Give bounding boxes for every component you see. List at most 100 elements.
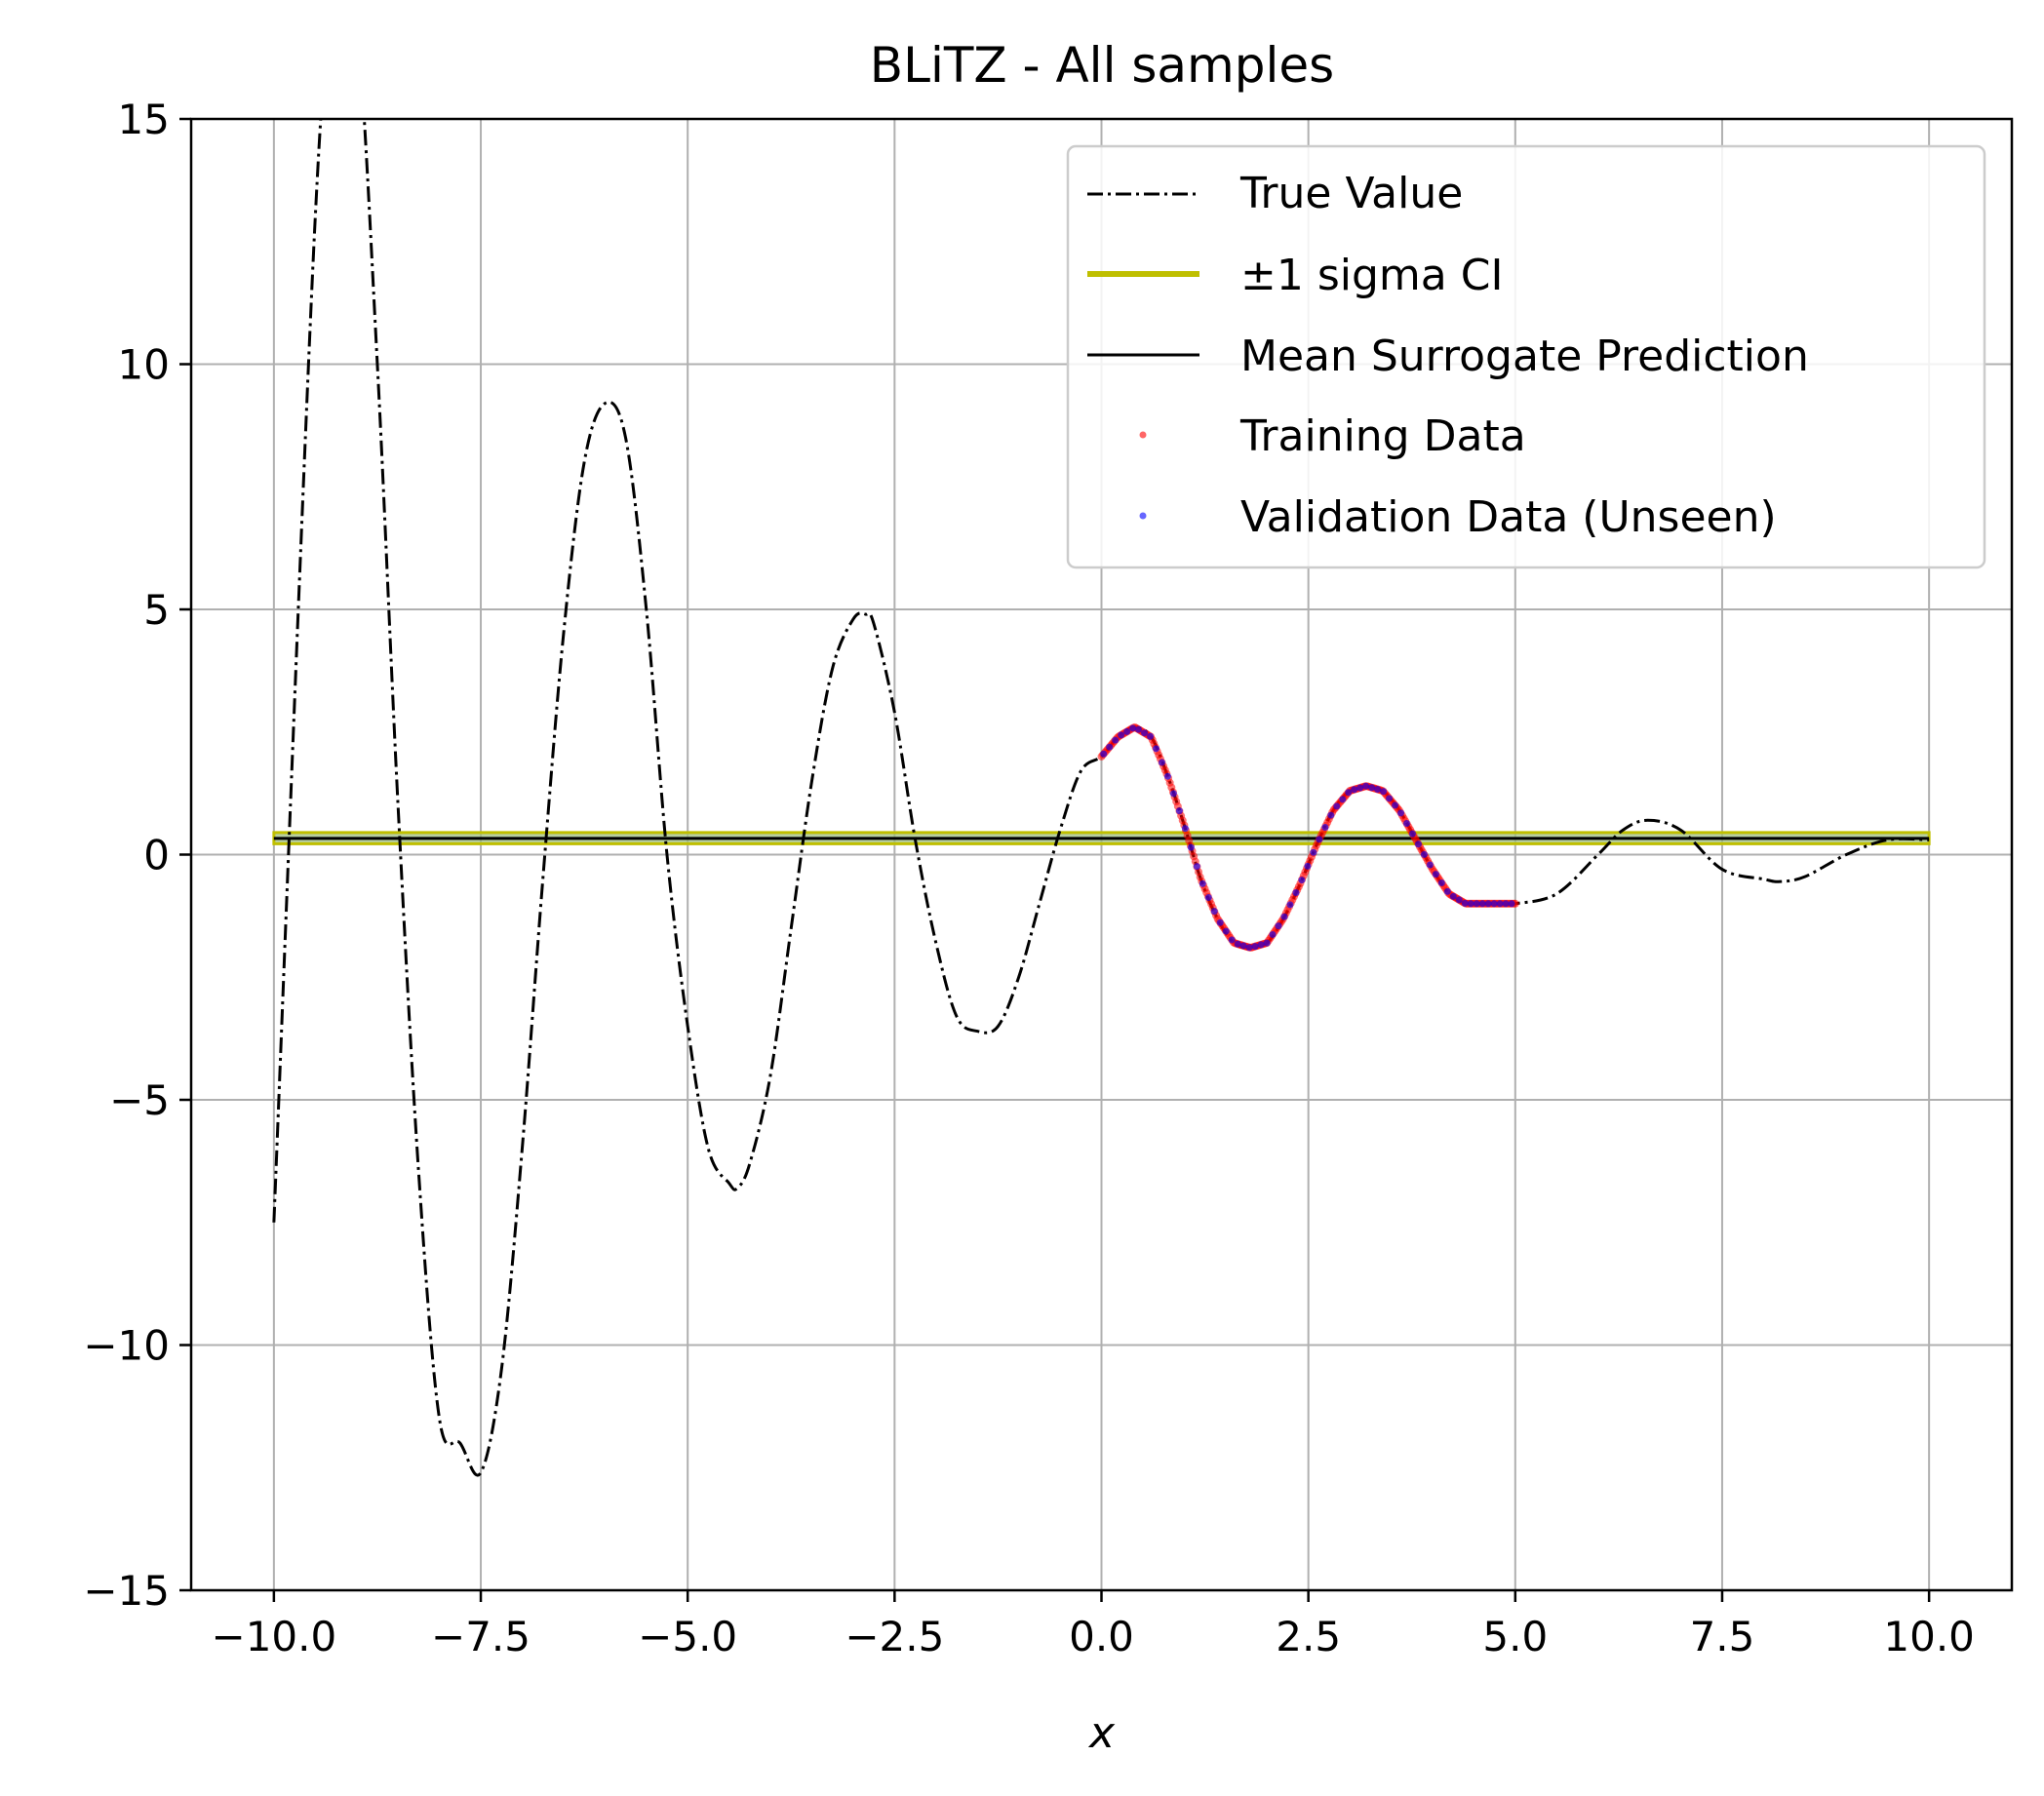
legend-label-ci: ±1 sigma CI	[1240, 251, 1503, 300]
y-tick-label: −15	[83, 1567, 170, 1615]
validation-point	[1118, 731, 1125, 739]
validation-point	[1356, 784, 1364, 792]
legend: True Value ±1 sigma CI Mean Surrogate Pr…	[1066, 144, 1986, 569]
y-tick-label: −10	[83, 1322, 170, 1370]
x-tick-label: −5.0	[638, 1613, 737, 1660]
validation-point	[1437, 878, 1445, 886]
validation-point	[1152, 745, 1160, 753]
validation-point	[1420, 850, 1428, 858]
validation-point	[1100, 750, 1108, 758]
validation-point	[1286, 901, 1294, 909]
y-tick-label: 0	[143, 832, 170, 879]
validation-point	[1402, 820, 1410, 828]
validation-point	[1502, 900, 1510, 908]
validation-point	[1163, 772, 1171, 780]
validation-point	[1123, 727, 1131, 735]
validation-point	[1461, 899, 1469, 907]
validation-point	[1245, 944, 1253, 952]
validation-point	[1484, 900, 1492, 908]
validation-point	[1508, 900, 1515, 908]
validation-point	[1158, 759, 1165, 766]
validation-point	[1298, 877, 1306, 884]
validation-point	[1455, 896, 1463, 904]
validation-point	[1181, 825, 1189, 833]
validation-point	[1449, 892, 1457, 900]
validation-point	[1490, 900, 1498, 908]
validation-point	[1275, 922, 1282, 930]
validation-point	[1106, 743, 1114, 751]
validation-point	[1304, 862, 1312, 870]
validation-point	[1321, 823, 1329, 831]
validation-point	[1175, 807, 1183, 815]
x-tick-label: −7.5	[431, 1613, 531, 1660]
x-tick-label: 7.5	[1690, 1613, 1755, 1660]
validation-point	[1496, 900, 1504, 908]
validation-point	[1473, 900, 1480, 908]
validation-point	[1216, 918, 1224, 926]
validation-point	[1292, 888, 1300, 896]
y-tick-label: 5	[143, 586, 170, 634]
validation-point	[1280, 913, 1288, 920]
legend-label-true-value: True Value	[1239, 169, 1463, 218]
validation-point	[1362, 782, 1370, 790]
legend-box	[1066, 144, 1986, 569]
validation-point	[1129, 724, 1137, 732]
x-tick-label: 2.5	[1276, 1613, 1341, 1660]
validation-point	[1368, 784, 1376, 792]
validation-point	[1169, 790, 1177, 798]
validation-point	[1234, 940, 1241, 948]
y-axis-ticks: −15 −10 −5 0 5 10 15	[83, 96, 191, 1615]
validation-point	[1210, 908, 1218, 916]
validation-point	[1147, 732, 1155, 740]
validation-point	[1408, 830, 1416, 838]
validation-point	[1239, 942, 1247, 950]
validation-point	[1193, 863, 1200, 871]
x-axis-ticks: −10.0 −7.5 −5.0 −2.5 0.0 2.5 5.0 7.5 10.0	[212, 1590, 1975, 1660]
legend-swatch-validation	[1139, 512, 1147, 520]
validation-point	[1251, 943, 1259, 951]
validation-point	[1187, 843, 1195, 851]
validation-point	[1380, 788, 1388, 796]
validation-point	[1414, 840, 1422, 848]
x-tick-label: −10.0	[212, 1613, 337, 1660]
series-lines	[272, 119, 1930, 1477]
validation-point	[1478, 900, 1486, 908]
x-tick-label: 0.0	[1069, 1613, 1134, 1660]
validation-point	[1351, 786, 1358, 794]
validation-point	[1310, 848, 1317, 856]
validation-point	[1374, 785, 1382, 793]
validation-point	[1397, 809, 1405, 817]
y-tick-label: 10	[118, 341, 170, 389]
validation-point	[1386, 795, 1394, 802]
legend-swatch-training	[1139, 431, 1147, 439]
y-tick-label: 15	[118, 96, 170, 143]
validation-point	[1467, 900, 1474, 908]
validation-point	[1204, 893, 1212, 901]
validation-point	[1432, 871, 1439, 878]
data-points	[1097, 722, 1519, 952]
x-axis-label: x	[1087, 1708, 1116, 1758]
validation-point	[1199, 879, 1206, 887]
validation-point	[1263, 939, 1271, 947]
x-tick-label: −2.5	[845, 1613, 944, 1660]
validation-point	[1228, 936, 1236, 944]
validation-point	[1222, 927, 1230, 935]
y-tick-label: −5	[109, 1076, 170, 1124]
validation-point	[1443, 887, 1451, 895]
validation-point	[1141, 729, 1149, 737]
legend-label-training: Training Data	[1239, 411, 1526, 461]
legend-label-mean: Mean Surrogate Prediction	[1240, 332, 1809, 381]
validation-point	[1339, 796, 1347, 803]
chart-title: BLiTZ - All samples	[870, 37, 1334, 94]
validation-point	[1135, 725, 1143, 733]
validation-point	[1392, 801, 1399, 809]
validation-point	[1327, 811, 1335, 819]
validation-point	[1316, 836, 1323, 843]
validation-point	[1269, 930, 1277, 938]
x-tick-label: 5.0	[1482, 1613, 1548, 1660]
true-value-line	[272, 119, 1930, 1477]
validation-point	[1345, 789, 1353, 797]
validation-point	[1333, 802, 1341, 810]
validation-point	[1257, 941, 1265, 949]
